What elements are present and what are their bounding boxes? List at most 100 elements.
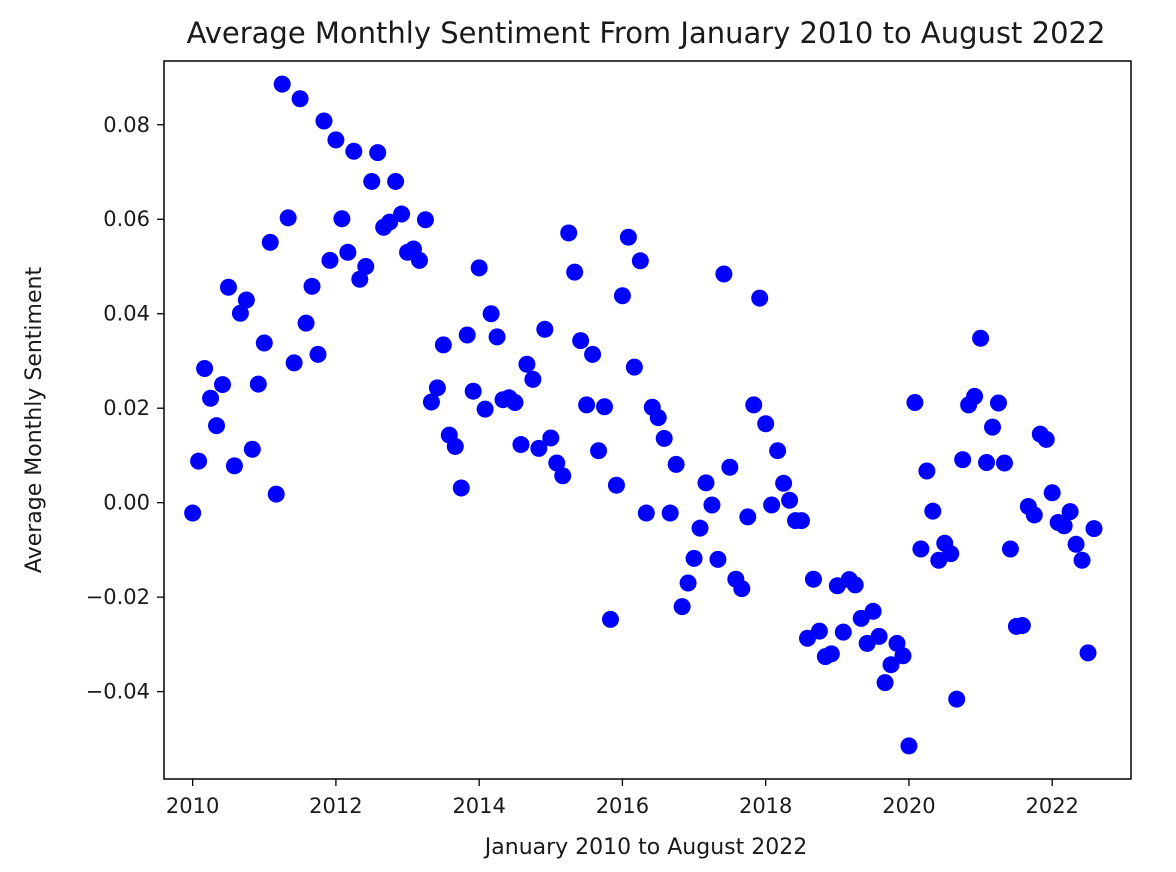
data-points — [184, 75, 1103, 755]
data-point — [709, 550, 727, 568]
data-point — [1043, 484, 1061, 502]
data-point — [1013, 616, 1031, 634]
data-point — [321, 251, 339, 269]
x-tick-label: 2020 — [882, 794, 935, 818]
data-point — [751, 289, 769, 307]
data-point — [1067, 535, 1085, 553]
y-tick-label: −0.04 — [86, 680, 150, 704]
y-tick-label: 0.00 — [103, 491, 150, 515]
data-point — [518, 355, 536, 373]
data-point — [482, 305, 500, 323]
data-point — [590, 442, 608, 460]
data-point — [1073, 551, 1091, 569]
data-point — [775, 474, 793, 492]
data-point — [810, 622, 828, 640]
y-axis: −0.04 −0.02 0.00 0.02 0.04 0.06 0.08 — [86, 113, 164, 704]
data-point — [196, 360, 214, 378]
data-point — [822, 645, 840, 663]
data-point — [243, 440, 261, 458]
data-point — [625, 358, 643, 376]
data-point — [428, 379, 446, 397]
data-point — [273, 75, 291, 93]
data-point — [596, 398, 614, 416]
data-point — [882, 656, 900, 674]
data-point — [488, 328, 506, 346]
data-point — [393, 205, 411, 223]
data-point — [804, 570, 822, 588]
data-point — [369, 144, 387, 162]
y-tick-label: 0.08 — [103, 113, 150, 137]
data-point — [703, 496, 721, 514]
x-tick-label: 2012 — [309, 794, 362, 818]
data-point — [190, 452, 208, 470]
data-point — [381, 213, 399, 231]
data-point — [978, 454, 996, 472]
data-point — [906, 394, 924, 412]
data-point — [554, 467, 572, 485]
data-point — [679, 574, 697, 592]
data-point — [1061, 503, 1079, 521]
data-point — [237, 291, 255, 309]
data-point — [995, 454, 1013, 472]
y-tick-label: −0.02 — [86, 585, 150, 609]
chart-title: Average Monthly Sentiment From January 2… — [187, 16, 1106, 50]
data-point — [846, 576, 864, 594]
data-point — [1079, 644, 1097, 662]
data-point — [261, 233, 279, 251]
data-point — [291, 90, 309, 108]
data-point — [649, 409, 667, 427]
data-point — [214, 376, 231, 394]
data-point — [446, 437, 464, 455]
data-point — [1055, 517, 1073, 535]
data-point — [1085, 520, 1103, 538]
data-point — [1025, 506, 1043, 524]
data-point — [715, 265, 733, 283]
data-point — [530, 439, 548, 457]
data-point — [572, 332, 590, 350]
data-point — [584, 345, 602, 363]
y-axis-label: Average Monthly Sentiment — [22, 267, 47, 574]
data-point — [303, 277, 321, 295]
data-point — [918, 462, 936, 480]
data-point — [984, 418, 1002, 436]
data-point — [476, 400, 494, 418]
data-point — [864, 602, 882, 620]
data-point — [458, 326, 476, 344]
data-point — [924, 502, 942, 520]
data-point — [966, 387, 984, 405]
data-point — [315, 112, 333, 130]
data-point — [954, 451, 972, 469]
data-point — [512, 436, 530, 454]
data-point — [721, 458, 739, 476]
data-point — [285, 354, 303, 372]
data-point — [972, 329, 990, 347]
y-tick-label: 0.04 — [103, 302, 150, 326]
data-point — [613, 287, 631, 305]
data-point — [637, 504, 655, 522]
data-point — [697, 474, 715, 492]
data-point — [793, 512, 810, 530]
data-point — [673, 598, 691, 616]
data-point — [536, 320, 554, 338]
plot-area-frame — [163, 60, 1132, 780]
data-point — [249, 375, 267, 393]
data-point — [208, 417, 226, 435]
data-point — [834, 623, 852, 641]
data-point — [416, 211, 434, 229]
data-point — [422, 393, 440, 411]
data-point — [309, 345, 327, 363]
data-point — [685, 549, 703, 567]
x-axis-label: January 2010 to August 2022 — [483, 835, 807, 860]
data-point — [410, 251, 428, 269]
data-point — [757, 415, 775, 433]
data-point — [524, 370, 542, 388]
data-point — [327, 131, 345, 149]
data-point — [619, 228, 637, 246]
data-point — [739, 508, 757, 526]
data-point — [876, 674, 894, 692]
data-point — [1001, 540, 1019, 558]
y-tick-label: 0.06 — [103, 207, 150, 231]
data-point — [661, 504, 679, 522]
data-point — [912, 540, 930, 558]
